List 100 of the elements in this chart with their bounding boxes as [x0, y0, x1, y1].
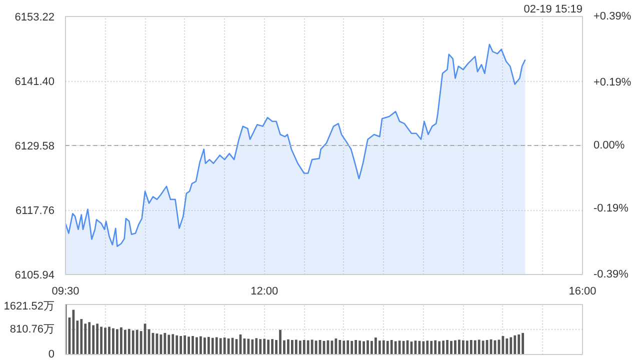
bar [196, 337, 198, 354]
x-tick-label: 16:00 [568, 286, 596, 298]
bar [168, 334, 170, 354]
bar [338, 340, 342, 354]
bar [263, 338, 266, 354]
bar [132, 330, 134, 354]
bar [458, 340, 460, 354]
bar [514, 335, 516, 354]
bar [176, 335, 178, 354]
bar [358, 340, 361, 354]
y-tick-label: 810.76万 [10, 324, 55, 336]
bar [442, 340, 444, 354]
bar [188, 336, 190, 354]
bar [164, 332, 166, 354]
bar [207, 336, 210, 354]
bar [211, 338, 214, 354]
bar [267, 340, 270, 354]
y-tick-label: 6129.58 [14, 140, 55, 152]
bar [124, 330, 126, 354]
bar [430, 340, 433, 354]
bar [446, 340, 448, 354]
bar [370, 340, 373, 354]
bar [470, 340, 472, 354]
bar [478, 340, 480, 354]
bar [219, 338, 222, 354]
bar [172, 334, 174, 354]
y2-tick-label: +0.39% [594, 10, 632, 22]
bar [136, 330, 138, 354]
bar [116, 329, 118, 354]
y-tick-label: 6141.40 [14, 76, 55, 88]
bar [374, 338, 377, 354]
bar [88, 322, 91, 354]
y2-tick-label: 0.00% [594, 140, 625, 152]
bar [474, 340, 476, 354]
y-tick-label: 6105.94 [14, 270, 55, 282]
bar [108, 326, 110, 354]
bar [366, 340, 369, 354]
bar [294, 340, 298, 354]
bar [120, 327, 122, 354]
bar [180, 336, 182, 354]
bar [510, 337, 512, 354]
bar [204, 338, 206, 354]
bar [255, 338, 258, 354]
bar [80, 319, 83, 354]
bar [128, 328, 130, 354]
bar [334, 338, 338, 354]
y-tick-label: 6153.22 [14, 12, 55, 24]
bar [346, 340, 350, 354]
bar [522, 332, 524, 354]
bar [271, 339, 274, 354]
bar [112, 328, 114, 354]
bar [310, 340, 314, 354]
bar [306, 340, 310, 354]
bar [378, 340, 381, 354]
x-tick-label: 09:30 [52, 286, 80, 298]
bar [422, 341, 425, 354]
bar [426, 340, 429, 354]
bar [454, 340, 456, 354]
y-tick-label: 1621.52万 [4, 300, 55, 312]
bar [362, 341, 365, 354]
bar [287, 339, 290, 354]
bar [518, 334, 520, 354]
bar [100, 326, 102, 354]
bar [390, 340, 393, 354]
bar [382, 340, 385, 354]
bar [398, 340, 401, 354]
bar [354, 340, 358, 354]
y2-tick-label: -0.19% [594, 202, 629, 214]
bar [386, 340, 389, 354]
y-tick-label: 0 [48, 348, 55, 360]
bar [279, 330, 282, 354]
bar [290, 340, 294, 354]
bar [104, 328, 106, 354]
y2-tick-label: -0.39% [594, 268, 629, 280]
bar [96, 324, 99, 354]
bar [342, 340, 346, 354]
x-tick-label: 12:00 [250, 286, 278, 298]
bar [251, 339, 254, 354]
y-tick-label: 6117.76 [16, 205, 55, 217]
bar [298, 340, 302, 354]
y2-tick-label: +0.19% [594, 76, 632, 89]
bar [247, 338, 250, 354]
bar [92, 325, 95, 354]
text: 02-19 15:19 [524, 4, 582, 16]
bar [466, 340, 468, 354]
bar [192, 336, 194, 354]
bar [506, 338, 508, 354]
bar [394, 341, 397, 354]
bar [482, 340, 484, 354]
bar [184, 335, 186, 354]
bar [434, 340, 437, 354]
bar [462, 340, 464, 354]
bar [259, 339, 262, 354]
bar [223, 338, 226, 354]
bar [200, 336, 202, 354]
bar [350, 340, 354, 354]
bar [302, 340, 306, 354]
bar [450, 340, 452, 354]
bar [215, 337, 218, 354]
bar [438, 341, 441, 354]
